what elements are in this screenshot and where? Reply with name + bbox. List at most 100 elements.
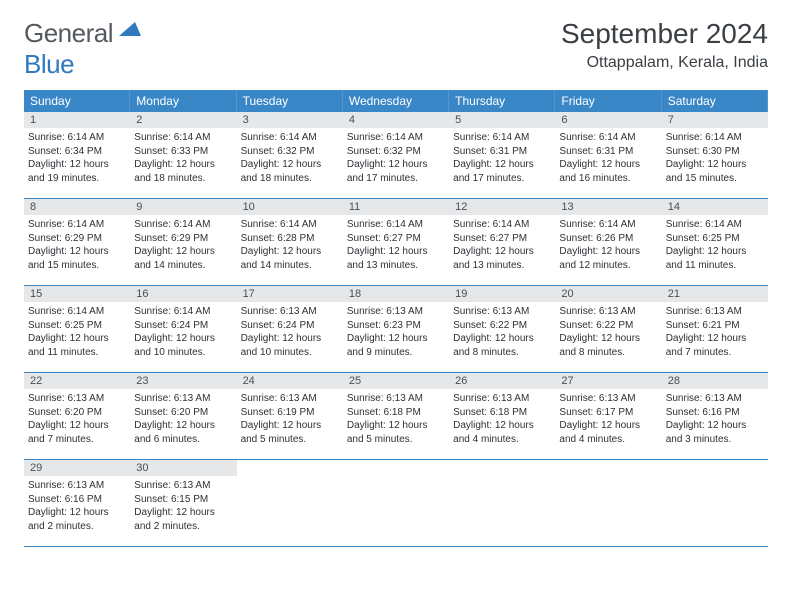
daylight-line: and 5 minutes. <box>347 433 445 447</box>
day-of-week-row: SundayMondayTuesdayWednesdayThursdayFrid… <box>24 90 768 112</box>
day-number: 8 <box>30 201 124 213</box>
week-row: 15Sunrise: 6:14 AMSunset: 6:25 PMDayligh… <box>24 286 768 373</box>
day-number-bar: 21 <box>662 286 768 302</box>
daylight-line: and 13 minutes. <box>453 259 551 273</box>
day-number: 12 <box>455 201 549 213</box>
daylight-line: Daylight: 12 hours <box>347 332 445 346</box>
day-number-bar: 18 <box>343 286 449 302</box>
sunrise-line: Sunrise: 6:14 AM <box>134 131 232 145</box>
page-title: September 2024 <box>561 18 768 50</box>
sunrise-line: Sunrise: 6:14 AM <box>559 131 657 145</box>
day-cell: 22Sunrise: 6:13 AMSunset: 6:20 PMDayligh… <box>24 373 130 459</box>
daylight-line: Daylight: 12 hours <box>453 419 551 433</box>
day-cell: 6Sunrise: 6:14 AMSunset: 6:31 PMDaylight… <box>555 112 661 198</box>
day-cell: 11Sunrise: 6:14 AMSunset: 6:27 PMDayligh… <box>343 199 449 285</box>
daylight-line: Daylight: 12 hours <box>559 332 657 346</box>
day-number: 4 <box>349 114 443 126</box>
sunset-line: Sunset: 6:26 PM <box>559 232 657 246</box>
day-number: 27 <box>561 375 655 387</box>
empty-cell <box>237 460 343 546</box>
day-number: 24 <box>243 375 337 387</box>
day-number-bar: 29 <box>24 460 130 476</box>
sunset-line: Sunset: 6:21 PM <box>666 319 764 333</box>
day-number-bar: 26 <box>449 373 555 389</box>
day-number-bar: 14 <box>662 199 768 215</box>
daylight-line: and 10 minutes. <box>134 346 232 360</box>
daylight-line: Daylight: 12 hours <box>666 419 764 433</box>
calendar: SundayMondayTuesdayWednesdayThursdayFrid… <box>24 90 768 547</box>
daylight-line: and 18 minutes. <box>241 172 339 186</box>
daylight-line: Daylight: 12 hours <box>28 245 126 259</box>
daylight-line: and 4 minutes. <box>559 433 657 447</box>
day-number: 30 <box>136 462 230 474</box>
daylight-line: Daylight: 12 hours <box>28 158 126 172</box>
day-number: 11 <box>349 201 443 213</box>
week-row: 22Sunrise: 6:13 AMSunset: 6:20 PMDayligh… <box>24 373 768 460</box>
daylight-line: and 3 minutes. <box>666 433 764 447</box>
sunrise-line: Sunrise: 6:14 AM <box>347 131 445 145</box>
daylight-line: and 12 minutes. <box>559 259 657 273</box>
day-number: 17 <box>243 288 337 300</box>
logo-triangle-icon <box>119 22 141 36</box>
day-number-bar: 7 <box>662 112 768 128</box>
empty-cell <box>343 460 449 546</box>
day-number: 3 <box>243 114 337 126</box>
day-number-bar: 30 <box>130 460 236 476</box>
daylight-line: Daylight: 12 hours <box>453 158 551 172</box>
sunrise-line: Sunrise: 6:14 AM <box>666 131 764 145</box>
day-number-bar: 28 <box>662 373 768 389</box>
daylight-line: and 2 minutes. <box>28 520 126 534</box>
day-cell: 26Sunrise: 6:13 AMSunset: 6:18 PMDayligh… <box>449 373 555 459</box>
sunrise-line: Sunrise: 6:13 AM <box>559 392 657 406</box>
daylight-line: Daylight: 12 hours <box>28 419 126 433</box>
day-number-bar: 25 <box>343 373 449 389</box>
day-cell: 17Sunrise: 6:13 AMSunset: 6:24 PMDayligh… <box>237 286 343 372</box>
day-number-bar: 20 <box>555 286 661 302</box>
day-cell: 2Sunrise: 6:14 AMSunset: 6:33 PMDaylight… <box>130 112 236 198</box>
day-cell: 4Sunrise: 6:14 AMSunset: 6:32 PMDaylight… <box>343 112 449 198</box>
daylight-line: Daylight: 12 hours <box>453 245 551 259</box>
daylight-line: Daylight: 12 hours <box>453 332 551 346</box>
sunrise-line: Sunrise: 6:13 AM <box>28 392 126 406</box>
title-block: September 2024 Ottappalam, Kerala, India <box>561 18 768 72</box>
sunset-line: Sunset: 6:24 PM <box>241 319 339 333</box>
dow-friday: Friday <box>555 90 661 112</box>
sunrise-line: Sunrise: 6:13 AM <box>347 305 445 319</box>
day-number-bar: 17 <box>237 286 343 302</box>
day-number-bar: 19 <box>449 286 555 302</box>
sunset-line: Sunset: 6:30 PM <box>666 145 764 159</box>
sunrise-line: Sunrise: 6:13 AM <box>666 305 764 319</box>
logo-word1: General <box>24 18 113 48</box>
daylight-line: and 8 minutes. <box>453 346 551 360</box>
day-number-bar: 16 <box>130 286 236 302</box>
sunset-line: Sunset: 6:32 PM <box>347 145 445 159</box>
week-row: 1Sunrise: 6:14 AMSunset: 6:34 PMDaylight… <box>24 112 768 199</box>
sunset-line: Sunset: 6:25 PM <box>666 232 764 246</box>
dow-tuesday: Tuesday <box>237 90 343 112</box>
daylight-line: and 19 minutes. <box>28 172 126 186</box>
sunset-line: Sunset: 6:17 PM <box>559 406 657 420</box>
day-number: 13 <box>561 201 655 213</box>
sunrise-line: Sunrise: 6:14 AM <box>134 218 232 232</box>
sunset-line: Sunset: 6:16 PM <box>666 406 764 420</box>
sunset-line: Sunset: 6:19 PM <box>241 406 339 420</box>
day-number: 15 <box>30 288 124 300</box>
day-number: 26 <box>455 375 549 387</box>
sunrise-line: Sunrise: 6:14 AM <box>347 218 445 232</box>
day-cell: 15Sunrise: 6:14 AMSunset: 6:25 PMDayligh… <box>24 286 130 372</box>
day-cell: 21Sunrise: 6:13 AMSunset: 6:21 PMDayligh… <box>662 286 768 372</box>
daylight-line: and 10 minutes. <box>241 346 339 360</box>
sunset-line: Sunset: 6:27 PM <box>347 232 445 246</box>
sunset-line: Sunset: 6:22 PM <box>453 319 551 333</box>
sunrise-line: Sunrise: 6:13 AM <box>453 392 551 406</box>
daylight-line: Daylight: 12 hours <box>559 158 657 172</box>
daylight-line: and 17 minutes. <box>347 172 445 186</box>
day-number-bar: 11 <box>343 199 449 215</box>
sunset-line: Sunset: 6:23 PM <box>347 319 445 333</box>
day-cell: 29Sunrise: 6:13 AMSunset: 6:16 PMDayligh… <box>24 460 130 546</box>
day-cell: 25Sunrise: 6:13 AMSunset: 6:18 PMDayligh… <box>343 373 449 459</box>
day-cell: 8Sunrise: 6:14 AMSunset: 6:29 PMDaylight… <box>24 199 130 285</box>
sunset-line: Sunset: 6:32 PM <box>241 145 339 159</box>
day-cell: 3Sunrise: 6:14 AMSunset: 6:32 PMDaylight… <box>237 112 343 198</box>
daylight-line: and 14 minutes. <box>241 259 339 273</box>
